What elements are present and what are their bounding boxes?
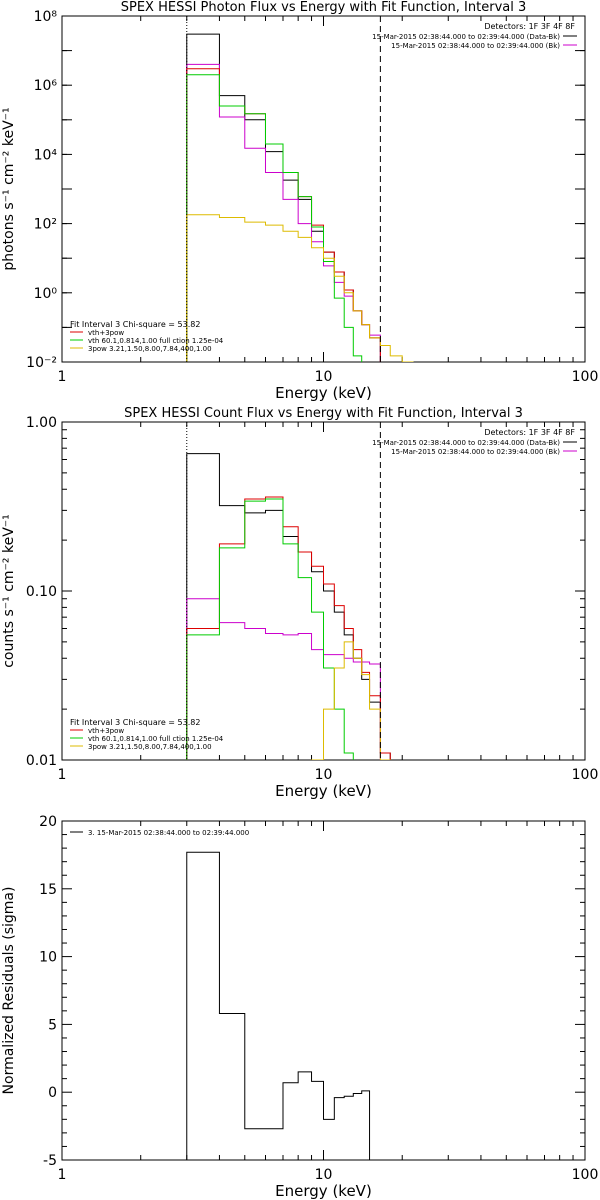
legend-right-label: 15-Mar-2015 02:38:44.000 to 02:39:44.000… <box>372 439 560 447</box>
chart-title: SPEX HESSI Count Flux vs Energy with Fit… <box>124 406 523 421</box>
legend-left-label: 3. 15-Mar-2015 02:38:44.000 to 02:39:44.… <box>88 829 249 837</box>
plot-frame <box>61 15 586 363</box>
y-tick-label: 1.00 <box>26 415 57 431</box>
x-tick-label: 100 <box>572 767 599 783</box>
series-line-2 <box>186 598 381 760</box>
y-tick-label: 0.01 <box>26 753 57 769</box>
plot-area <box>186 453 391 760</box>
x-tick-label: 10 <box>315 369 333 385</box>
y-axis-label: Normalized Residuals (sigma) <box>1 887 17 1095</box>
x-tick-label: 10 <box>315 1167 333 1183</box>
x-axis-label: Energy (keV) <box>275 782 372 800</box>
x-tick-label: 100 <box>572 1167 599 1183</box>
x-tick-label: 10 <box>315 767 333 783</box>
series-line-4 <box>186 498 354 760</box>
y-tick-label: 0 <box>48 1085 57 1101</box>
y-axis-label: counts s⁻¹ cm⁻² keV⁻¹ <box>1 514 17 668</box>
legend-left-label: 3pow 3.21,1.50,8.00,7.84,400,1.00 <box>88 743 212 751</box>
legend-right-label: 15-Mar-2015 02:38:44.000 to 02:39:44.000… <box>391 448 560 456</box>
x-tick-label: 1 <box>58 369 67 385</box>
legend-right-label: 15-Mar-2015 02:38:44.000 to 02:39:44.000… <box>391 42 560 50</box>
series-line-1 <box>186 851 371 1160</box>
legend-header: Detectors: 1F 3F 4F 8F <box>484 22 575 31</box>
series-line-5 <box>311 641 391 760</box>
series-line-1 <box>186 453 391 760</box>
y-axis-label: photons s⁻¹ cm⁻² keV⁻¹ <box>1 107 17 270</box>
y-tick-label: -5 <box>43 1153 57 1169</box>
y-tick-label: 10 <box>39 950 57 966</box>
x-tick-label: 1 <box>58 1167 67 1183</box>
y-tick-label: 15 <box>39 882 57 898</box>
fit-header: Fit Interval 3 Chi-square = 53.82 <box>70 320 200 329</box>
legend-right-label: 15-Mar-2015 02:38:44.000 to 02:39:44.000… <box>372 33 560 41</box>
chart-panel-3: 1 10 100 -5 0 5 10 15 20 Energy (keV) Normalized R… <box>1 814 598 1200</box>
y-tick-label: 10⁻² <box>26 355 57 371</box>
chart-panel-1: 1 10 100 10⁻² 10⁰ 10² 10⁴ 10⁶ 10⁸ SPEX HESSI Phot… <box>1 0 598 402</box>
legend-left-label: vth 60.1,0.814,1.00 full ction 1.25e-04 <box>88 337 224 345</box>
y-tick-label: 10⁸ <box>34 9 58 25</box>
legend-left-label: vth+3pow <box>88 329 124 337</box>
x-tick-label: 1 <box>58 767 67 783</box>
legend-left-label: vth+3pow <box>88 727 124 735</box>
series-line-5 <box>186 214 414 362</box>
y-tick-label: 10² <box>34 217 57 233</box>
y-tick-label: 0.10 <box>26 584 57 600</box>
y-tick-label: 10⁴ <box>34 147 58 163</box>
y-tick-label: 5 <box>48 1017 57 1033</box>
series-line-3 <box>186 68 381 362</box>
fit-header: Fit Interval 3 Chi-square = 53.82 <box>70 718 200 727</box>
plot-area <box>186 33 414 362</box>
legend-left-label: vth 60.1,0.814,1.00 full ction 1.25e-04 <box>88 735 224 743</box>
y-tick-label: 20 <box>39 814 57 830</box>
legend-header: Detectors: 1F 3F 4F 8F <box>484 428 575 437</box>
x-tick-label: 100 <box>572 369 599 385</box>
x-axis-label: Energy (keV) <box>275 1182 372 1200</box>
chart-panel-2: 1 10 100 0.01 0.10 1.00 SPEX HESSI Count Flux … <box>1 406 598 800</box>
series-line-4 <box>186 74 363 362</box>
legend-left-label: 3pow 3.21,1.50,8.00,7.84,400,1.00 <box>88 345 212 353</box>
y-tick-label: 10⁶ <box>34 78 58 94</box>
plot-area <box>186 851 371 1160</box>
series-line-2 <box>186 63 381 362</box>
y-tick-label: 10⁰ <box>34 286 58 302</box>
chart-title: SPEX HESSI Photon Flux vs Energy with Fi… <box>121 0 527 15</box>
x-axis-label: Energy (keV) <box>275 384 372 402</box>
